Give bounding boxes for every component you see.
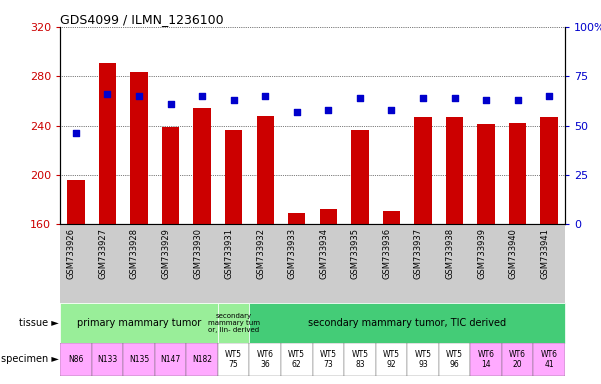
Text: secondary
mammary tum
or, lin- derived: secondary mammary tum or, lin- derived: [207, 313, 260, 333]
Point: [545, 93, 554, 99]
Text: WT5
93: WT5 93: [415, 350, 432, 369]
Text: WT5
73: WT5 73: [320, 350, 337, 369]
Point: [292, 109, 302, 115]
Text: WT5
75: WT5 75: [225, 350, 242, 369]
Text: WT6
41: WT6 41: [541, 350, 558, 369]
Text: GSM733931: GSM733931: [225, 228, 234, 279]
Text: tissue ►: tissue ►: [19, 318, 58, 328]
Bar: [60, 343, 91, 376]
Bar: [407, 343, 439, 376]
Point: [481, 97, 491, 103]
Bar: [383, 210, 400, 224]
Text: N147: N147: [160, 355, 181, 364]
Text: GSM733935: GSM733935: [351, 228, 360, 279]
Text: GSM733941: GSM733941: [540, 228, 549, 279]
Bar: [130, 73, 148, 224]
Text: N86: N86: [68, 355, 84, 364]
Text: secondary mammary tumor, TIC derived: secondary mammary tumor, TIC derived: [308, 318, 506, 328]
Bar: [60, 303, 218, 343]
Text: WT6
36: WT6 36: [257, 350, 273, 369]
Bar: [249, 343, 281, 376]
Bar: [225, 131, 242, 224]
Text: GSM733927: GSM733927: [99, 228, 108, 279]
Bar: [67, 180, 85, 224]
Text: N133: N133: [97, 355, 118, 364]
Text: GSM733934: GSM733934: [319, 228, 328, 279]
Text: GSM733939: GSM733939: [477, 228, 486, 279]
Text: GSM733938: GSM733938: [445, 228, 454, 279]
Point: [323, 107, 333, 113]
Bar: [509, 123, 526, 224]
Bar: [186, 343, 218, 376]
Text: GSM733940: GSM733940: [508, 228, 517, 279]
Bar: [91, 343, 123, 376]
Bar: [99, 63, 116, 224]
Text: WT6
20: WT6 20: [509, 350, 526, 369]
Text: GSM733937: GSM733937: [414, 228, 423, 279]
Text: specimen ►: specimen ►: [1, 354, 58, 364]
Text: GSM733928: GSM733928: [130, 228, 139, 279]
Bar: [439, 343, 470, 376]
Text: GSM733936: GSM733936: [382, 228, 391, 279]
Text: WT6
14: WT6 14: [478, 350, 495, 369]
Bar: [344, 343, 376, 376]
Bar: [155, 343, 186, 376]
Bar: [123, 343, 155, 376]
Bar: [281, 343, 313, 376]
Bar: [470, 343, 502, 376]
Text: WT5
92: WT5 92: [383, 350, 400, 369]
Point: [103, 91, 112, 97]
Point: [134, 93, 144, 99]
Point: [355, 95, 365, 101]
Bar: [162, 127, 179, 224]
Bar: [502, 343, 534, 376]
Bar: [320, 209, 337, 224]
Text: GSM733926: GSM733926: [67, 228, 76, 279]
Text: GSM733933: GSM733933: [288, 228, 297, 279]
Point: [386, 107, 396, 113]
Text: GSM733929: GSM733929: [162, 228, 171, 279]
Bar: [534, 343, 565, 376]
Text: WT5
96: WT5 96: [446, 350, 463, 369]
Bar: [477, 124, 495, 224]
Bar: [249, 303, 565, 343]
Bar: [414, 117, 432, 224]
Point: [260, 93, 270, 99]
Bar: [257, 116, 274, 224]
Bar: [540, 117, 558, 224]
Point: [418, 95, 428, 101]
Text: N182: N182: [192, 355, 212, 364]
Point: [229, 97, 239, 103]
Text: primary mammary tumor: primary mammary tumor: [77, 318, 201, 328]
Bar: [194, 108, 211, 224]
Point: [513, 97, 522, 103]
Text: WT5
62: WT5 62: [288, 350, 305, 369]
Text: WT5
83: WT5 83: [352, 350, 368, 369]
Text: GSM733930: GSM733930: [193, 228, 202, 279]
Bar: [218, 303, 249, 343]
Point: [197, 93, 207, 99]
Bar: [288, 213, 305, 224]
Text: GDS4099 / ILMN_1236100: GDS4099 / ILMN_1236100: [60, 13, 224, 26]
Text: GSM733932: GSM733932: [256, 228, 265, 279]
Bar: [218, 343, 249, 376]
Point: [166, 101, 175, 107]
Bar: [376, 343, 407, 376]
Bar: [313, 343, 344, 376]
Bar: [351, 131, 368, 224]
Text: N135: N135: [129, 355, 149, 364]
Point: [71, 130, 81, 136]
Bar: [446, 117, 463, 224]
Point: [450, 95, 459, 101]
